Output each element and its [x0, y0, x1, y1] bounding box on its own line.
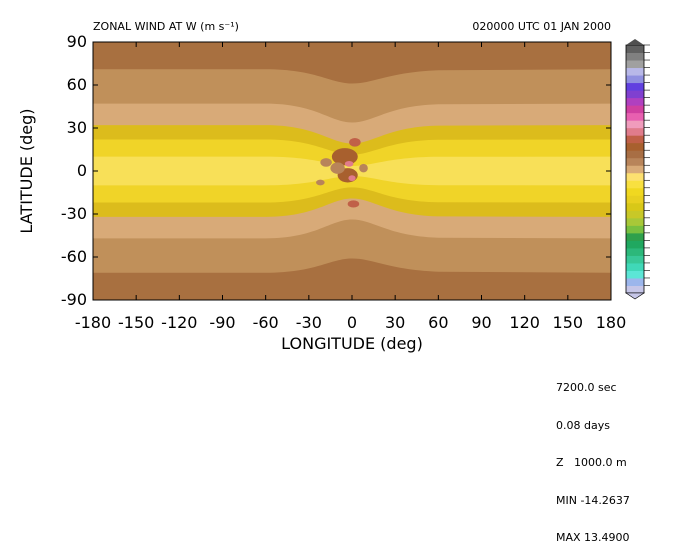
feature-blob-2 — [330, 162, 345, 174]
info-time-days: 0.08 days — [556, 418, 610, 432]
colorbar-swatch — [626, 195, 644, 204]
y-tick-label: -60 — [61, 247, 87, 266]
colorbar-swatch — [626, 142, 644, 151]
x-tick-label: -180 — [75, 313, 111, 332]
info-min: MIN -14.2637 — [556, 493, 630, 507]
feature-blob-0 — [331, 148, 358, 166]
x-tick-label: 180 — [596, 313, 627, 332]
colorbar-swatch — [626, 120, 644, 129]
colorbar-swatch — [626, 60, 644, 69]
colorbar-swatch — [626, 285, 644, 294]
chart-figure: ZONAL WIND AT W (m s⁻¹) 020000 UTC 01 JA… — [17, 20, 650, 353]
x-tick-label: 90 — [471, 313, 491, 332]
x-tick-label: 0 — [347, 313, 357, 332]
band-sample-3 — [93, 134, 95, 137]
x-tick-label: -30 — [296, 313, 322, 332]
feature-blob-5 — [344, 160, 354, 167]
band-sample-8 — [93, 227, 95, 230]
colorbar-swatch — [626, 165, 644, 174]
colorbar-swatch — [626, 67, 644, 76]
colorbar-swatch — [626, 75, 644, 84]
colorbar-swatch — [626, 210, 644, 219]
colorbar-swatch — [626, 97, 644, 106]
band-sample-6 — [93, 191, 95, 194]
y-tick-label: 0 — [77, 161, 87, 180]
x-axis-label: LONGITUDE (deg) — [281, 334, 423, 353]
y-tick-label: 30 — [67, 118, 87, 137]
colorbar-swatch — [626, 232, 644, 241]
x-axis-ticks: -180 -150 -120 -90 -60 -30 0 30 60 90 120 150 180 — [75, 42, 626, 332]
band-sample-2 — [93, 112, 95, 115]
colorbar-top-arrow — [626, 39, 644, 45]
plot-area — [93, 42, 611, 300]
y-axis-ticks: -90 -60 -30 0 30 60 90 — [61, 32, 611, 309]
y-tick-label: -30 — [61, 204, 87, 223]
colorbar-swatch — [626, 255, 644, 264]
feature-blob-4 — [347, 200, 360, 208]
central-feature — [316, 138, 368, 208]
info-max: MAX 13.4900 — [556, 531, 630, 544]
colorbar-swatch — [626, 45, 644, 54]
x-tick-label: -60 — [253, 313, 279, 332]
colorbar-swatch — [626, 202, 644, 211]
x-tick-label: 150 — [553, 313, 584, 332]
band-sample-4 — [93, 148, 95, 151]
colorbar-swatch — [626, 135, 644, 144]
x-tick-label: -150 — [118, 313, 154, 332]
band-sample-10 — [93, 284, 95, 287]
x-tick-label: 120 — [509, 313, 540, 332]
colorbar-swatch — [626, 180, 644, 189]
colorbar-swatch — [626, 157, 644, 166]
band-sample-0 — [93, 55, 95, 58]
colorbar-bottom-arrow — [625, 292, 645, 300]
x-tick-label: 30 — [385, 313, 405, 332]
feature-blob-9 — [316, 179, 325, 186]
colorbar — [625, 39, 650, 300]
colorbar-swatch — [626, 82, 644, 91]
y-tick-label: 90 — [67, 32, 87, 51]
colorbar-swatch — [626, 150, 644, 159]
colorbar-swatch — [626, 90, 644, 99]
y-tick-label: 60 — [67, 75, 87, 94]
colorbar-swatch — [626, 277, 644, 286]
y-tick-label: -90 — [61, 290, 87, 309]
chart-title: ZONAL WIND AT W (m s⁻¹) — [93, 20, 239, 33]
colorbar-swatch — [626, 105, 644, 114]
chart-time: 020000 UTC 01 JAN 2000 — [472, 20, 611, 33]
x-tick-label: 60 — [428, 313, 448, 332]
colorbar-swatch — [626, 262, 644, 271]
colorbar-swatch — [626, 52, 644, 61]
colorbar-swatch — [626, 247, 644, 256]
band-sample-7 — [93, 205, 95, 208]
colorbar-swatch — [626, 127, 644, 136]
feature-blob-7 — [359, 163, 368, 173]
colorbar-swatch — [626, 270, 644, 279]
colorbar-swatch — [626, 112, 644, 121]
x-tick-label: -90 — [209, 313, 235, 332]
x-tick-label: -120 — [161, 313, 197, 332]
colorbar-swatch — [626, 217, 644, 226]
feature-blob-6 — [348, 175, 356, 182]
feature-blob-8 — [320, 158, 332, 167]
feature-blob-3 — [349, 138, 361, 147]
info-box: 7200.0 sec 0.08 days Z 1000.0 m MIN -14.… — [556, 357, 630, 557]
colorbar-swatch — [626, 172, 644, 181]
info-time-seconds: 7200.0 sec — [556, 381, 617, 394]
colorbar-swatch — [626, 187, 644, 196]
colorbar-swatch — [626, 225, 644, 234]
colorbar-swatch — [626, 240, 644, 249]
y-axis-label: LATITUDE (deg) — [17, 108, 36, 233]
info-level: Z 1000.0 m — [556, 456, 627, 469]
